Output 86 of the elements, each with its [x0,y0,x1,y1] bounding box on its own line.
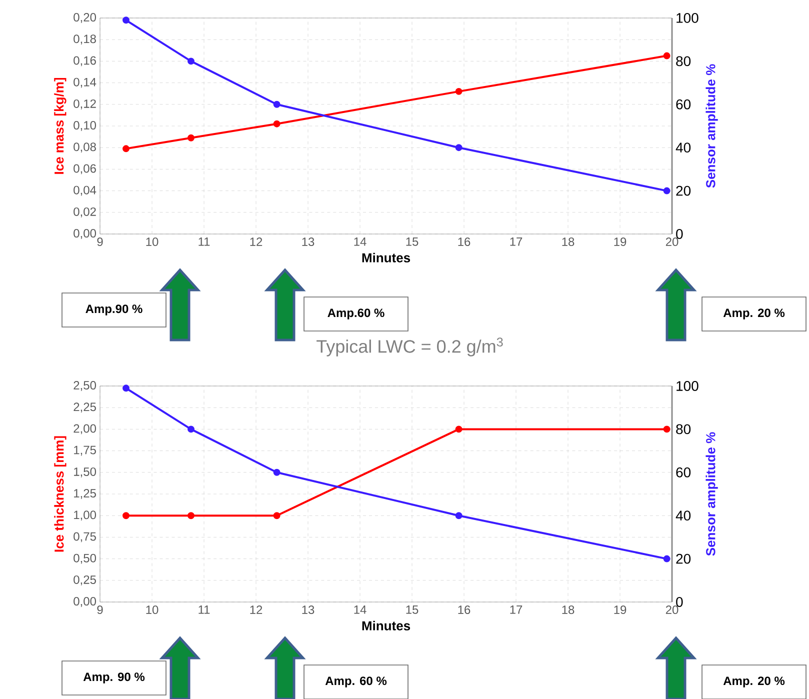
x-tick-label: 13 [302,238,314,246]
y-axis-title: Ice mass [kg/m] [54,78,66,174]
point [273,100,280,108]
x-tick-label: 20 [666,238,678,246]
y2-tick-label: 20 [676,186,691,196]
x-tick-label: 20 [666,606,678,614]
x-tick-label: 18 [562,238,574,246]
x-tick-label: 10 [146,606,158,614]
point [455,512,462,520]
text: Amp.90 % [86,304,142,316]
x-tick-label: 13 [302,606,314,614]
y2-tick-label: 40 [676,142,691,153]
x-tick-label: 9 [97,238,103,246]
x-tick-label: 19 [614,606,626,614]
y-tick-label: 1,25 [74,489,96,499]
y-tick-label: 0,10 [74,121,96,131]
y-tick-label: 1,75 [74,446,96,456]
point [122,16,130,24]
point [273,120,280,128]
chart-title: Typical LWC = 0.2 g/m$^{3}$ [316,338,503,356]
point [188,58,194,65]
y-tick-label: 0,08 [74,142,96,153]
point [663,187,670,194]
y2-axis-title: Sensor amplitude % [706,432,718,556]
y-tick-label: 0,06 [74,164,96,174]
y-tick-label: 0,20 [74,13,96,23]
text: Amp. 60 % [325,676,387,688]
y-tick-label: 0,02 [74,207,96,218]
y2-tick-label: 80 [676,56,691,66]
x-tick-label: 12 [250,238,262,246]
y-tick-label: 0,75 [74,532,96,542]
y2-tick-label: 100 [676,381,698,391]
y-tick-label: 2,50 [74,381,96,391]
x-tick-label: 16 [458,606,470,614]
x-tick-label: 12 [250,606,262,614]
x-tick-label: 18 [562,606,574,614]
y-tick-label: 1,00 [74,510,96,521]
x-tick-label: 17 [510,238,522,246]
x-tick-label: 14 [354,238,366,246]
x-axis-title: Minutes [362,620,410,630]
y-tick-label: 0,18 [74,34,96,45]
y-tick-label: 0,16 [74,56,96,66]
x-tick-label: 15 [406,238,418,246]
text: Amp.60 % [328,308,384,320]
point [273,468,280,476]
y2-tick-label: 60 [676,467,691,478]
point [188,426,194,433]
y2-tick-label: 40 [676,510,691,521]
y-tick-label: 1,50 [74,467,96,478]
x-tick-label: 10 [146,238,158,246]
y2-tick-label: 60 [676,99,691,110]
x-tick-label: 11 [198,606,210,614]
y-tick-label: 2,25 [74,402,96,413]
text: Amp. 20 % [723,676,785,688]
point [663,52,670,60]
y2-tick-label: 80 [676,424,691,434]
x-tick-label: 16 [458,238,470,246]
y-axis-title: Ice thickness [mm] [54,436,66,552]
text: Amp. 20 % [723,308,785,320]
x-tick-label: 14 [354,606,366,614]
x-tick-label: 19 [614,238,626,246]
x-tick-label: 9 [97,606,103,614]
y-tick-label: 0,00 [74,229,96,239]
y2-axis-title: Sensor amplitude % [706,64,718,188]
point [122,145,130,152]
y-tick-label: 0,25 [74,575,96,586]
point [188,134,194,142]
y2-tick-label: 20 [676,554,691,564]
y-tick-label: 0,50 [74,554,96,564]
y-tick-label: 2,00 [74,424,96,434]
point [663,555,670,562]
point [122,384,130,392]
point [455,88,462,95]
x-axis-title: Minutes [362,252,410,262]
text: Amp. 90 % [83,672,145,684]
x-tick-label: 17 [510,606,522,614]
y2-tick-label: 100 [676,13,698,23]
y-tick-label: 0,12 [74,99,96,110]
y2-tick-label: 0 [676,597,683,607]
y-tick-label: 0,04 [74,186,96,196]
y-tick-label: 0,00 [74,597,96,607]
x-tick-label: 11 [198,238,210,246]
point [455,144,462,152]
y-tick-label: 0,14 [74,78,96,88]
x-tick-label: 15 [406,606,418,614]
y2-tick-label: 0 [676,229,683,239]
